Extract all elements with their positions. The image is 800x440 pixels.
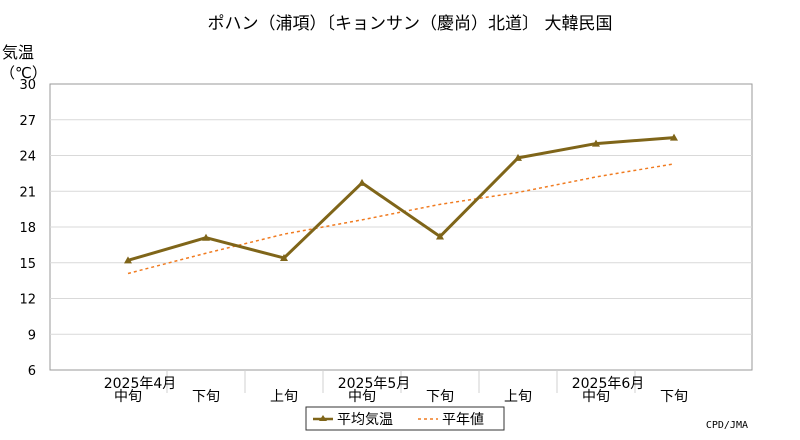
y-tick-label: 12	[19, 293, 36, 308]
y-axis-label-line1: 気温	[2, 43, 34, 62]
y-tick-label: 21	[19, 185, 36, 200]
y-tick-label: 15	[19, 257, 36, 272]
series-line-average	[127, 136, 675, 262]
data-point-average	[280, 253, 288, 261]
y-tick-label: 24	[19, 150, 36, 165]
y-tick-label: 27	[19, 114, 36, 129]
x-period-label: 中旬	[114, 389, 142, 405]
credit-text: CPD/JMA	[705, 420, 748, 431]
legend-marker-avg	[319, 415, 327, 421]
data-point-average	[436, 232, 444, 240]
data-point-average	[202, 233, 210, 241]
x-period-label: 上旬	[504, 389, 532, 405]
grid-layer	[50, 119, 752, 335]
series-line-normal	[127, 163, 675, 275]
data-point-average	[514, 153, 522, 161]
x-month-label: 2025年6月	[572, 376, 645, 392]
data-point-average	[124, 256, 132, 264]
y-tick-label: 9	[28, 328, 36, 343]
x-month-label: 2025年5月	[338, 376, 411, 392]
data-point-average	[358, 178, 366, 186]
x-month-label: 2025年4月	[104, 376, 177, 392]
axis-layer: 6 9 12 15 18 21 24 27 30 中旬 下旬 上旬 中旬 下旬 上旬 中旬 下旬 2025年4月 2…	[19, 78, 688, 405]
x-period-label: 上旬	[270, 389, 298, 405]
x-period-label: 中旬	[348, 389, 376, 405]
chart-title: ポハン（浦項）〔キョンサン（慶尚）北道〕 大韓民国	[208, 14, 613, 34]
legend-label-avg: 平均気温	[337, 412, 393, 428]
series-layer	[124, 133, 678, 275]
x-period-label: 下旬	[192, 389, 220, 405]
x-period-label: 中旬	[582, 389, 610, 405]
x-period-label: 下旬	[660, 389, 688, 405]
legend: 平均気温 平年値	[305, 406, 505, 431]
y-axis-label-line2: （℃）	[0, 64, 47, 82]
legend-label-normal: 平年値	[442, 412, 484, 428]
y-tick-label: 6	[28, 364, 36, 379]
x-period-label: 下旬	[426, 389, 454, 405]
y-tick-label: 18	[19, 221, 36, 236]
legend-box	[305, 406, 505, 431]
y-tick-label: 30	[19, 78, 36, 93]
data-point-average	[670, 133, 678, 141]
data-point-average	[592, 139, 600, 147]
